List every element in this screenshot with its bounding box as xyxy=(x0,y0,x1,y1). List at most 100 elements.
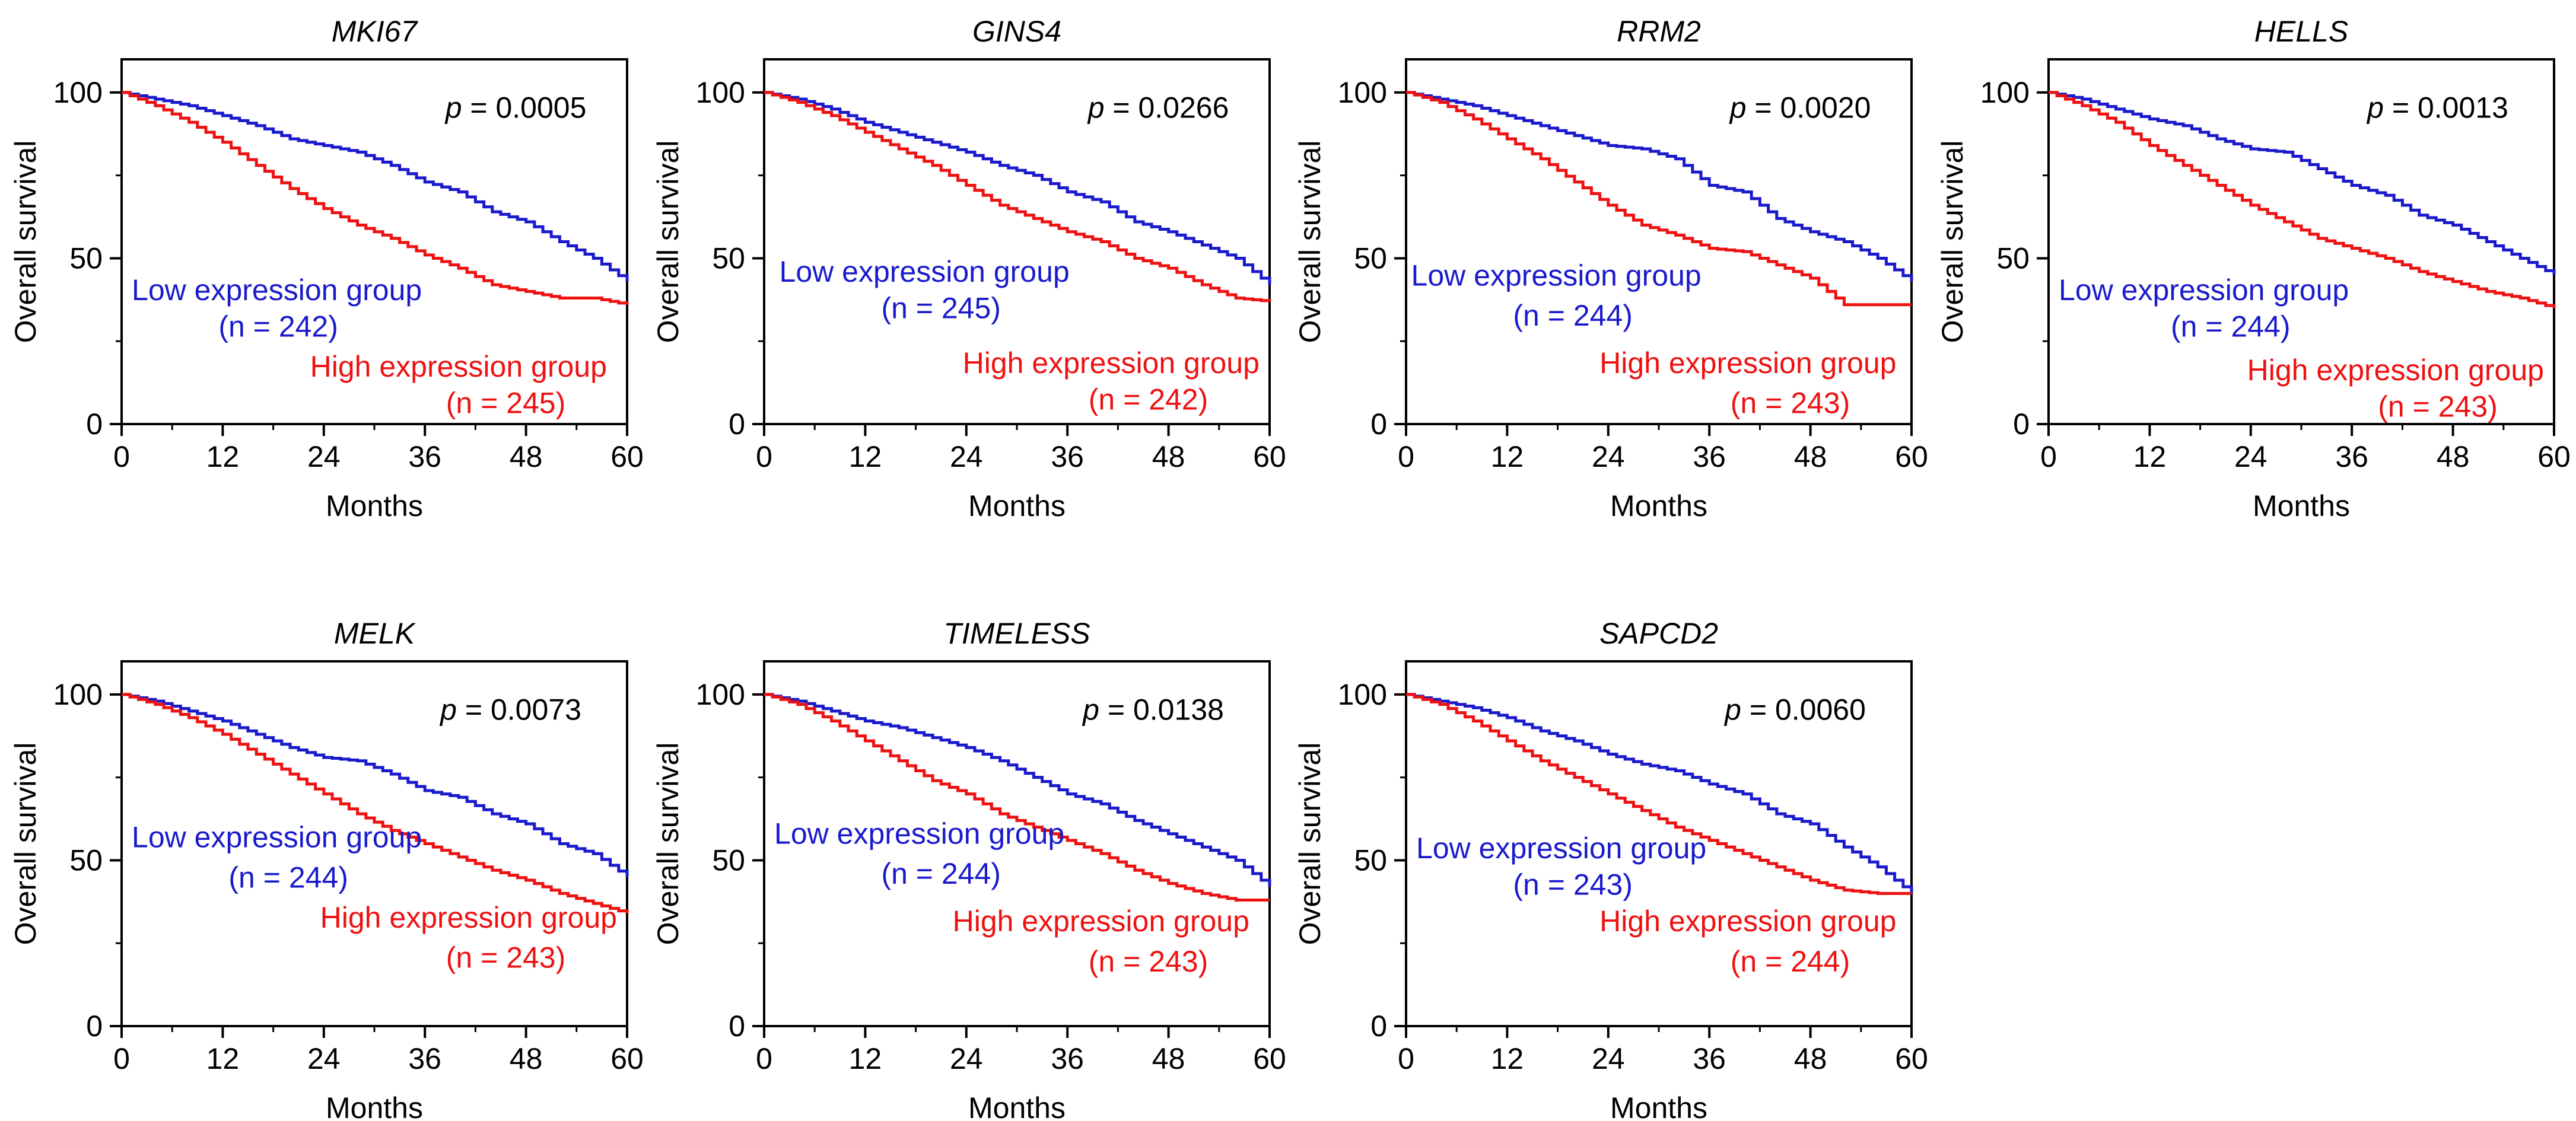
y-axis-label: Overall survival xyxy=(9,743,42,945)
x-tick-label: 36 xyxy=(1051,1042,1084,1075)
x-tick-label: 12 xyxy=(206,1042,240,1075)
low-expression-curve xyxy=(1406,693,1913,894)
y-tick-label: 50 xyxy=(712,843,745,877)
low-group-n: (n = 243) xyxy=(1513,868,1633,902)
high-group-label: High expression group xyxy=(963,346,1260,380)
x-tick-label: 60 xyxy=(2537,440,2571,473)
p-value: p = 0.0013 xyxy=(2366,91,2508,124)
high-group-label: High expression group xyxy=(953,905,1249,938)
km-panel: MKI67 0 12 24 36 48 60 0 50 100 Months Overall surv… xyxy=(9,15,644,523)
y-tick-label: 0 xyxy=(729,407,745,441)
y-tick-label: 50 xyxy=(69,241,103,275)
x-tick-label: 24 xyxy=(950,1042,983,1075)
high-group-label: High expression group xyxy=(2247,354,2544,387)
y-tick-label: 100 xyxy=(1338,76,1387,109)
x-tick-label: 24 xyxy=(2234,440,2267,473)
y-tick-label: 100 xyxy=(696,76,745,109)
x-tick-label: 12 xyxy=(849,1042,882,1075)
p-value: p = 0.0266 xyxy=(1087,91,1229,124)
x-tick-label: 60 xyxy=(610,1042,644,1075)
low-group-n: (n = 244) xyxy=(2171,310,2291,343)
y-tick-label: 100 xyxy=(53,678,103,711)
low-group-label: Low expression group xyxy=(2059,273,2349,307)
km-panel: GINS4 0 12 24 36 48 60 0 50 100 Months Overall surv… xyxy=(651,15,1286,523)
high-group-n: (n = 243) xyxy=(1731,387,1850,420)
x-tick-label: 24 xyxy=(1592,1042,1625,1075)
x-tick-label: 0 xyxy=(756,440,772,473)
y-tick-label: 0 xyxy=(2013,407,2030,441)
x-tick-label: 24 xyxy=(307,1042,341,1075)
y-tick-label: 100 xyxy=(1338,678,1387,711)
x-tick-label: 60 xyxy=(610,440,644,473)
y-tick-label: 50 xyxy=(712,241,745,275)
p-value: p = 0.0020 xyxy=(1729,91,1871,124)
low-expression-curve xyxy=(122,91,629,282)
x-tick-label: 48 xyxy=(2437,440,2470,473)
low-expression-curve xyxy=(764,693,1271,887)
high-group-n: (n = 243) xyxy=(1089,945,1209,978)
high-expression-curve xyxy=(2049,91,2556,308)
high-expression-curve xyxy=(764,693,1270,902)
x-tick-label: 36 xyxy=(2335,440,2368,473)
low-expression-curve xyxy=(764,91,1271,285)
x-tick-label: 48 xyxy=(1794,440,1827,473)
y-tick-label: 100 xyxy=(696,678,745,711)
low-group-label: Low expression group xyxy=(1416,832,1706,865)
low-expression-curve xyxy=(1406,91,1913,282)
x-tick-label: 0 xyxy=(1398,1042,1414,1075)
low-group-n: (n = 245) xyxy=(881,292,1001,325)
p-value: p = 0.0060 xyxy=(1723,693,1866,726)
km-panel: TIMELESS 0 12 24 36 48 60 0 50 100 Months Overall s… xyxy=(651,617,1286,1121)
x-tick-label: 0 xyxy=(1398,440,1414,473)
high-expression-curve xyxy=(1406,693,1912,895)
low-expression-curve xyxy=(122,693,629,877)
high-expression-curve xyxy=(122,91,629,305)
x-tick-label: 12 xyxy=(206,440,240,473)
p-value: p = 0.0005 xyxy=(444,91,587,124)
x-tick-label: 48 xyxy=(1152,440,1185,473)
x-tick-label: 60 xyxy=(1253,440,1286,473)
y-tick-label: 0 xyxy=(1370,1009,1387,1043)
p-value: p = 0.0138 xyxy=(1082,693,1224,726)
x-tick-label: 24 xyxy=(950,440,983,473)
x-tick-label: 0 xyxy=(756,1042,772,1075)
y-tick-label: 100 xyxy=(53,76,103,109)
y-tick-label: 0 xyxy=(729,1009,745,1043)
low-group-label: Low expression group xyxy=(132,821,422,854)
low-group-label: Low expression group xyxy=(132,273,422,307)
y-tick-label: 0 xyxy=(86,1009,103,1043)
x-tick-label: 60 xyxy=(1895,1042,1928,1075)
panel-title: SAPCD2 xyxy=(1599,617,1718,650)
panel-title: MKI67 xyxy=(332,15,419,48)
low-group-n: (n = 244) xyxy=(881,857,1001,890)
high-group-label: High expression group xyxy=(1599,905,1896,938)
y-tick-label: 0 xyxy=(86,407,103,441)
x-tick-label: 36 xyxy=(1051,440,1084,473)
y-tick-label: 0 xyxy=(1370,407,1387,441)
low-group-n: (n = 244) xyxy=(228,861,348,894)
x-tick-label: 12 xyxy=(1491,440,1524,473)
low-group-label: Low expression group xyxy=(780,255,1070,288)
km-panel: MELK 0 12 24 36 48 60 0 50 100 Months Overall survi… xyxy=(9,617,644,1121)
km-panel: HELLS 0 12 24 36 48 60 0 50 100 Months Overall surv… xyxy=(1936,15,2571,523)
high-group-n: (n = 243) xyxy=(446,941,566,974)
x-tick-label: 48 xyxy=(510,1042,543,1075)
x-axis-label: Months xyxy=(968,489,1066,523)
high-group-label: High expression group xyxy=(310,350,607,383)
x-tick-label: 48 xyxy=(1152,1042,1185,1075)
x-tick-label: 36 xyxy=(408,440,441,473)
x-tick-label: 12 xyxy=(849,440,882,473)
high-group-n: (n = 244) xyxy=(1731,945,1850,978)
low-group-n: (n = 242) xyxy=(218,310,338,343)
x-axis-label: Months xyxy=(326,1091,423,1121)
x-tick-label: 48 xyxy=(1794,1042,1827,1075)
low-expression-curve xyxy=(2049,91,2556,275)
x-tick-label: 12 xyxy=(1491,1042,1524,1075)
high-group-n: (n = 242) xyxy=(1089,383,1209,416)
x-tick-label: 60 xyxy=(1253,1042,1286,1075)
panel-title: RRM2 xyxy=(1617,15,1701,48)
high-expression-curve xyxy=(764,91,1271,302)
x-tick-label: 24 xyxy=(1592,440,1625,473)
y-axis-label: Overall survival xyxy=(651,743,685,945)
panel-title: HELLS xyxy=(2254,15,2348,48)
